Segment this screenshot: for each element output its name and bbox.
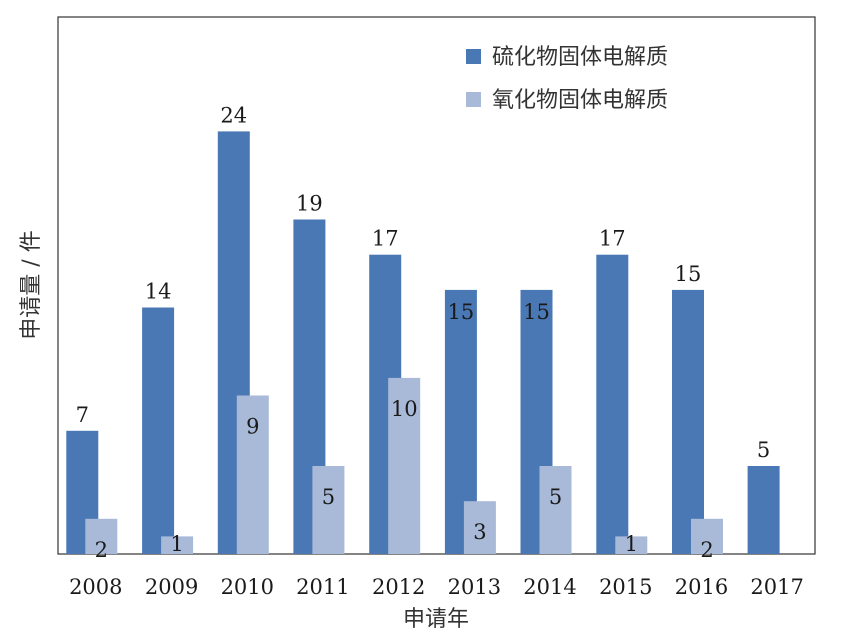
data-label-s1-2009: 1 (170, 532, 183, 556)
bar-s0-2015 (596, 254, 629, 554)
data-label-s0-2013: 15 (448, 300, 475, 324)
x-tick-2010: 2010 (221, 575, 274, 599)
x-axis-label: 申请年 (403, 607, 469, 632)
data-labels: 7 2 14 1 24 9 19 5 17 10 15 3 15 5 17 1 15 2 5 (76, 103, 771, 561)
data-label-s0-2012: 17 (372, 227, 399, 251)
data-label-s0-2017: 5 (757, 438, 770, 462)
x-tick-2014: 2014 (523, 575, 576, 599)
data-label-s0-2016: 15 (675, 262, 702, 286)
x-tick-2016: 2016 (675, 575, 728, 599)
x-tick-2017: 2017 (750, 575, 803, 599)
bar-s1-2009 (161, 536, 194, 554)
bar-s1-2008 (85, 518, 118, 554)
legend-label-0: 硫化物固体电解质 (492, 45, 668, 70)
data-label-s0-2009: 14 (145, 280, 172, 304)
bar-s1-2014 (539, 466, 572, 554)
data-label-s1-2008: 2 (95, 538, 108, 562)
data-label-s1-2014: 5 (549, 485, 562, 509)
bar-s1-2016 (691, 518, 723, 554)
legend-swatch-1 (466, 92, 481, 107)
data-label-s0-2011: 19 (296, 192, 323, 216)
data-label-s1-2010: 9 (246, 415, 259, 439)
bar-s1-2013 (463, 501, 496, 554)
x-tick-2008: 2008 (69, 575, 122, 599)
bar-s0-2016 (672, 289, 704, 554)
data-label-s0-2014: 15 (523, 300, 550, 324)
x-tick-2011: 2011 (296, 575, 349, 599)
x-tick-2015: 2015 (599, 575, 652, 599)
legend-label-1: 氧化物固体电解质 (492, 88, 668, 113)
legend-swatch-0 (466, 49, 481, 64)
data-label-s0-2010: 24 (220, 103, 247, 127)
x-tick-labels: 2008 2009 2010 2011 2012 2013 2014 2015 2016 2017 (69, 575, 804, 599)
data-label-s1-2013: 3 (473, 520, 486, 544)
x-tick-2013: 2013 (448, 575, 501, 599)
bar-s0-2017 (747, 466, 780, 554)
bar-s1-2010 (236, 395, 269, 554)
data-label-s0-2015: 17 (599, 227, 626, 251)
data-label-s1-2015: 1 (625, 532, 638, 556)
bar-s1-2015 (615, 536, 648, 554)
x-tick-2009: 2009 (145, 575, 198, 599)
bars (66, 131, 780, 554)
data-label-s1-2011: 5 (322, 485, 335, 509)
bar-s1-2012 (388, 377, 421, 554)
data-label-s1-2012: 10 (391, 397, 418, 421)
x-tick-2012: 2012 (372, 575, 425, 599)
y-axis-label: 申请量 / 件 (19, 230, 44, 339)
data-label-s0-2008: 7 (76, 403, 89, 427)
data-label-s1-2016: 2 (700, 538, 713, 562)
bar-s0-2009 (142, 307, 175, 554)
bar-s1-2011 (312, 466, 345, 554)
